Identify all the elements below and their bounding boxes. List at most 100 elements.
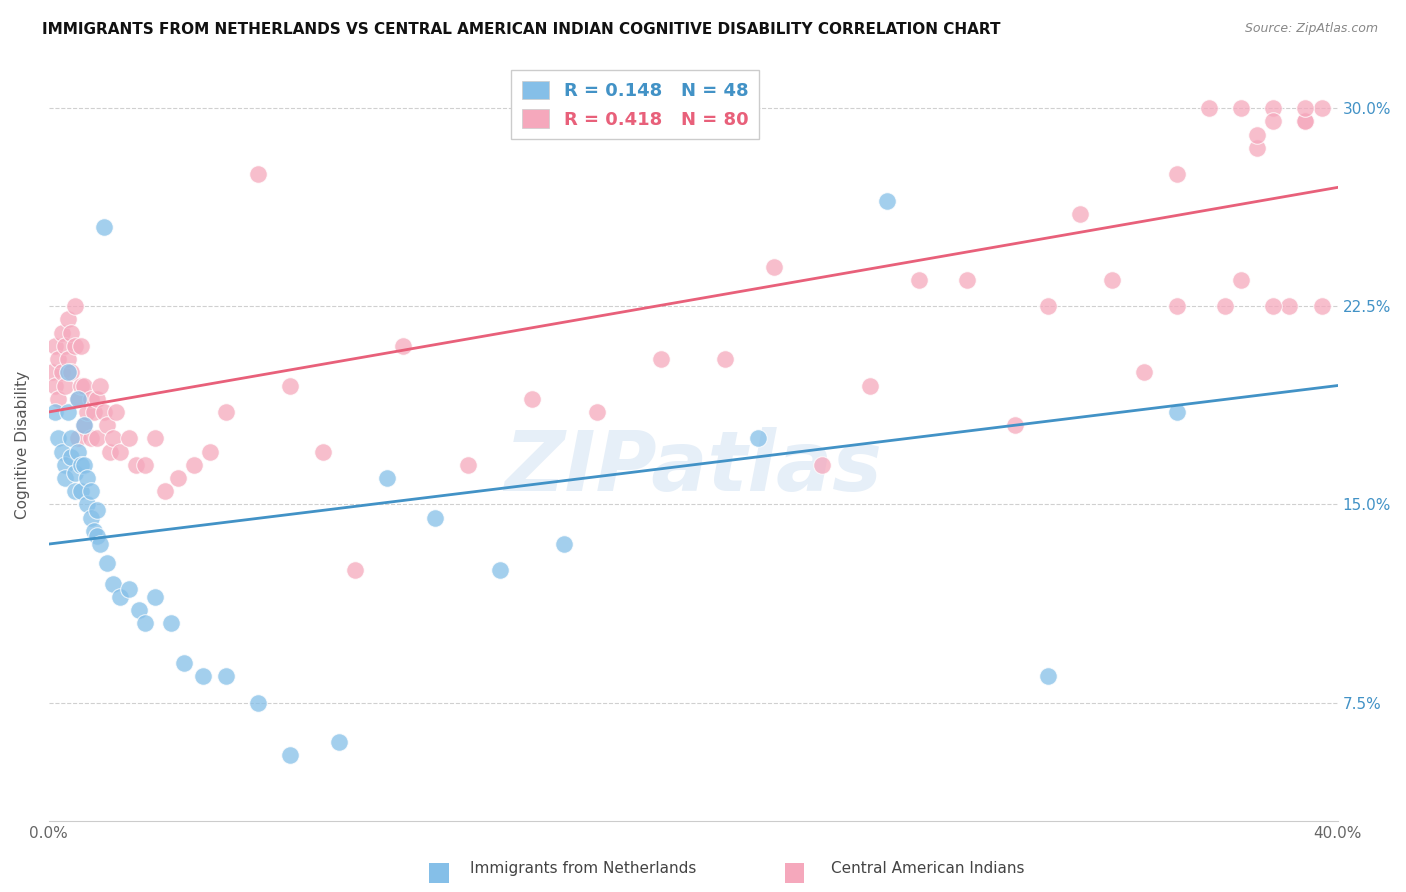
Point <box>66 431 89 445</box>
Point <box>48 431 70 445</box>
Point <box>63 299 86 313</box>
Point <box>76 498 98 512</box>
Point <box>86 431 108 445</box>
Point <box>1069 207 1091 221</box>
Point <box>247 167 270 181</box>
Point <box>53 378 76 392</box>
Point <box>134 616 156 631</box>
Point <box>425 510 447 524</box>
Point <box>96 556 118 570</box>
Point <box>96 418 118 433</box>
Point <box>105 405 128 419</box>
Point <box>1166 167 1188 181</box>
Point <box>1004 418 1026 433</box>
Point <box>1036 299 1059 313</box>
Point <box>1263 114 1285 128</box>
Point <box>1310 101 1333 115</box>
Point <box>89 537 111 551</box>
Point <box>1133 365 1156 379</box>
Point <box>86 392 108 406</box>
Point <box>1213 299 1236 313</box>
Point <box>53 339 76 353</box>
Point <box>457 458 479 472</box>
Point <box>66 444 89 458</box>
Point <box>1246 141 1268 155</box>
Point <box>747 431 769 445</box>
Point <box>63 484 86 499</box>
Point <box>53 471 76 485</box>
Point <box>70 339 93 353</box>
Point <box>51 326 73 340</box>
Point <box>66 392 89 406</box>
Point <box>98 444 121 458</box>
Point <box>60 365 83 379</box>
Point <box>392 339 415 353</box>
Text: Central American Indians: Central American Indians <box>831 861 1025 876</box>
Point <box>1294 114 1316 128</box>
Point <box>173 656 195 670</box>
Point <box>103 431 125 445</box>
Point <box>811 458 834 472</box>
Point <box>1036 669 1059 683</box>
Point <box>956 273 979 287</box>
Point <box>1230 101 1253 115</box>
Point <box>51 365 73 379</box>
Point <box>79 431 101 445</box>
Point <box>70 378 93 392</box>
Point <box>311 444 333 458</box>
Point <box>118 582 141 596</box>
Point <box>489 564 512 578</box>
Point <box>56 405 79 419</box>
Point <box>56 365 79 379</box>
Point <box>83 405 105 419</box>
Point <box>859 378 882 392</box>
Point <box>79 510 101 524</box>
Point <box>876 194 898 208</box>
Point <box>83 524 105 538</box>
Point <box>76 405 98 419</box>
Text: IMMIGRANTS FROM NETHERLANDS VS CENTRAL AMERICAN INDIAN COGNITIVE DISABILITY CORR: IMMIGRANTS FROM NETHERLANDS VS CENTRAL A… <box>42 22 1001 37</box>
Point <box>1294 114 1316 128</box>
Point <box>70 458 93 472</box>
Point <box>53 458 76 472</box>
Point <box>125 458 148 472</box>
Point <box>1294 101 1316 115</box>
Point <box>108 590 131 604</box>
Point <box>1263 101 1285 115</box>
Point <box>143 431 166 445</box>
Point <box>215 405 238 419</box>
Point <box>160 616 183 631</box>
Point <box>79 484 101 499</box>
Point <box>198 444 221 458</box>
Point <box>48 352 70 367</box>
Point <box>650 352 672 367</box>
Point <box>60 326 83 340</box>
Point <box>73 418 96 433</box>
Text: ZIPatlas: ZIPatlas <box>505 427 882 508</box>
Point <box>103 576 125 591</box>
Point <box>166 471 188 485</box>
Point <box>1166 299 1188 313</box>
Point <box>86 502 108 516</box>
Point <box>328 735 350 749</box>
Text: Immigrants from Netherlands: Immigrants from Netherlands <box>470 861 697 876</box>
Point <box>70 484 93 499</box>
Point <box>63 466 86 480</box>
Point <box>63 339 86 353</box>
Point <box>41 365 63 379</box>
Point <box>56 352 79 367</box>
Point <box>73 378 96 392</box>
Point <box>93 405 115 419</box>
Point <box>73 418 96 433</box>
Point <box>66 392 89 406</box>
Point <box>1230 273 1253 287</box>
Point <box>44 378 66 392</box>
Point <box>48 392 70 406</box>
Point <box>193 669 215 683</box>
Point <box>375 471 398 485</box>
Point <box>86 529 108 543</box>
Point <box>128 603 150 617</box>
Point <box>343 564 366 578</box>
Point <box>1310 299 1333 313</box>
Point <box>79 392 101 406</box>
